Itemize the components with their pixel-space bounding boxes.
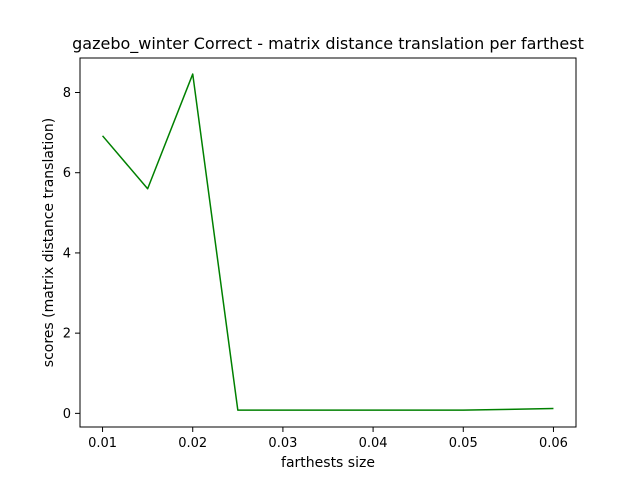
- x-tick-label: 0.01: [88, 436, 117, 451]
- y-axis-label: scores (matrix distance translation): [41, 118, 57, 367]
- x-axis-label: farthests size: [281, 455, 375, 471]
- plot-layer: [101, 73, 554, 411]
- x-tick-label: 0.04: [359, 436, 388, 451]
- x-tick-label: 0.06: [539, 436, 568, 451]
- y-tick-label: 6: [63, 166, 71, 181]
- y-tick-label: 8: [63, 86, 71, 101]
- series-line-0: [101, 73, 554, 411]
- plot-frame: [79, 57, 577, 428]
- x-tick-label: 0.05: [449, 436, 478, 451]
- chart-title: gazebo_winter Correct - matrix distance …: [72, 34, 584, 54]
- y-tick-label: 0: [63, 407, 71, 422]
- y-axis-ticks: 0 2 4 6 8: [63, 86, 80, 422]
- x-axis-ticks: 0.01 0.02 0.03 0.04 0.05 0.06: [88, 427, 568, 451]
- x-tick-label: 0.02: [178, 436, 207, 451]
- y-tick-label: 2: [63, 327, 71, 342]
- y-tick-label: 4: [63, 246, 71, 261]
- x-tick-label: 0.03: [268, 436, 297, 451]
